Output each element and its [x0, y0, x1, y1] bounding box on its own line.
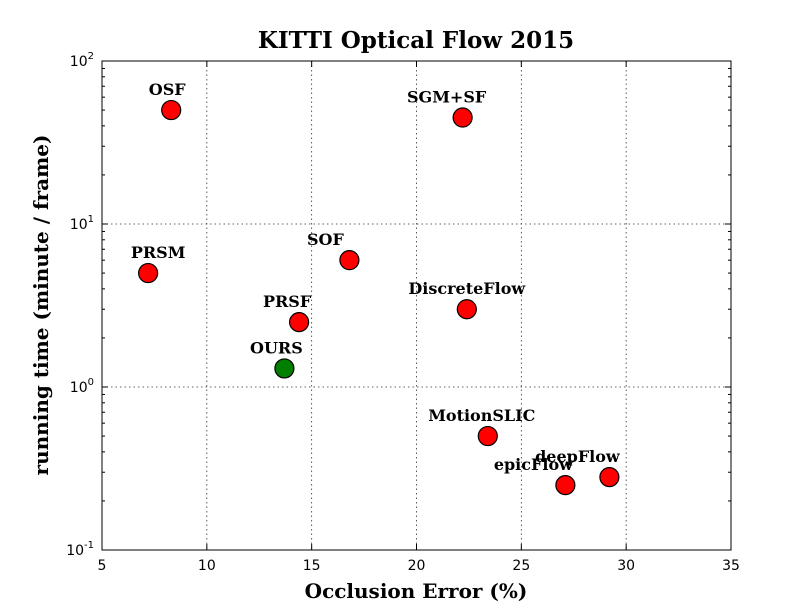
point-label: PRSF — [263, 292, 312, 311]
point-label: OSF — [149, 80, 186, 99]
point-label: SGM+SF — [407, 88, 487, 107]
point-label: deepFlow — [535, 447, 621, 466]
x-tick-label: 25 — [512, 558, 530, 574]
point-label: epicFlow — [494, 455, 574, 474]
data-point — [138, 262, 159, 284]
data-point — [274, 358, 295, 379]
data-point — [288, 312, 310, 333]
data-points: OSF SGM+SF SOF PRSM DiscreteFlow PRSF OURS Moti… — [131, 80, 621, 496]
point-label: OURS — [250, 338, 303, 357]
data-point — [477, 425, 498, 447]
y-tick-label: 102 — [70, 51, 94, 70]
data-point — [452, 107, 473, 128]
x-tick-label: 30 — [617, 558, 635, 574]
x-tick-label: 20 — [408, 558, 426, 574]
point-label: SOF — [307, 230, 344, 249]
y-axis-label: running time (minute / frame) — [29, 135, 53, 476]
x-tick-label: 15 — [303, 558, 321, 574]
y-tick-label: 10-1 — [66, 540, 94, 559]
point-label: MotionSLIC — [428, 406, 535, 425]
y-tick-label: 101 — [70, 214, 94, 233]
data-point — [599, 467, 620, 488]
data-point — [161, 99, 182, 121]
x-tick-label: 10 — [198, 558, 216, 574]
chart-title: KITTI Optical Flow 2015 — [258, 27, 574, 54]
data-point — [555, 475, 576, 496]
x-tick-label: 35 — [722, 558, 740, 574]
point-label: DiscreteFlow — [408, 279, 526, 298]
data-point — [339, 250, 360, 271]
x-tick-label: 5 — [98, 558, 107, 574]
x-axis-label: Occlusion Error (%) — [305, 579, 528, 603]
grid — [102, 61, 731, 550]
point-label: PRSM — [131, 243, 186, 262]
data-point — [456, 299, 477, 320]
y-tick-label: 100 — [70, 377, 94, 396]
axis-ticks: 5 10 15 20 25 30 35 10-1 100 101 102 — [66, 51, 740, 574]
